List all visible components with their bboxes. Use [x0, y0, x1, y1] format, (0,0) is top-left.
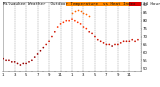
Point [54, 31, 56, 32]
Point [42, 47, 45, 48]
Point [122, 41, 125, 42]
Point [74, 11, 76, 12]
Point [8, 60, 10, 61]
Point [99, 41, 102, 42]
Point [39, 50, 42, 52]
Point [28, 61, 30, 63]
Point [22, 63, 24, 64]
Point [88, 15, 91, 17]
Point [131, 39, 133, 40]
Point [120, 42, 122, 44]
Point [13, 61, 16, 63]
Point [102, 42, 105, 44]
Point [36, 53, 39, 55]
Point [71, 12, 73, 13]
Point [51, 36, 53, 37]
Point [108, 44, 111, 45]
Point [74, 20, 76, 21]
Point [96, 39, 99, 40]
Point [48, 41, 50, 42]
Point [31, 60, 33, 61]
Point [85, 28, 88, 29]
Point [56, 26, 59, 28]
Point [79, 23, 82, 25]
Point [94, 36, 96, 37]
Point [76, 9, 79, 10]
Point [11, 61, 13, 63]
Point [125, 41, 128, 42]
Point [117, 44, 119, 45]
Point [71, 18, 73, 20]
Point [45, 44, 48, 45]
Point [105, 44, 108, 45]
Point [82, 12, 85, 13]
Point [128, 41, 131, 42]
Point [2, 58, 4, 59]
Point [25, 63, 27, 64]
Point [82, 26, 85, 28]
Point [79, 11, 82, 12]
Point [88, 31, 91, 32]
Point [137, 39, 139, 40]
Point [114, 44, 116, 45]
Point [85, 14, 88, 15]
Point [16, 63, 19, 64]
Point [91, 33, 93, 34]
Point [19, 64, 22, 66]
Point [134, 41, 136, 42]
Point [76, 22, 79, 23]
Point [111, 45, 113, 47]
Point [59, 23, 62, 25]
Point [65, 20, 68, 21]
Point [68, 20, 70, 21]
Point [5, 60, 7, 61]
Point [62, 22, 65, 23]
Text: Milwaukee Weather  Outdoor Temperature  vs Heat Index  (24 Hours): Milwaukee Weather Outdoor Temperature vs… [3, 2, 160, 6]
Point [33, 56, 36, 58]
